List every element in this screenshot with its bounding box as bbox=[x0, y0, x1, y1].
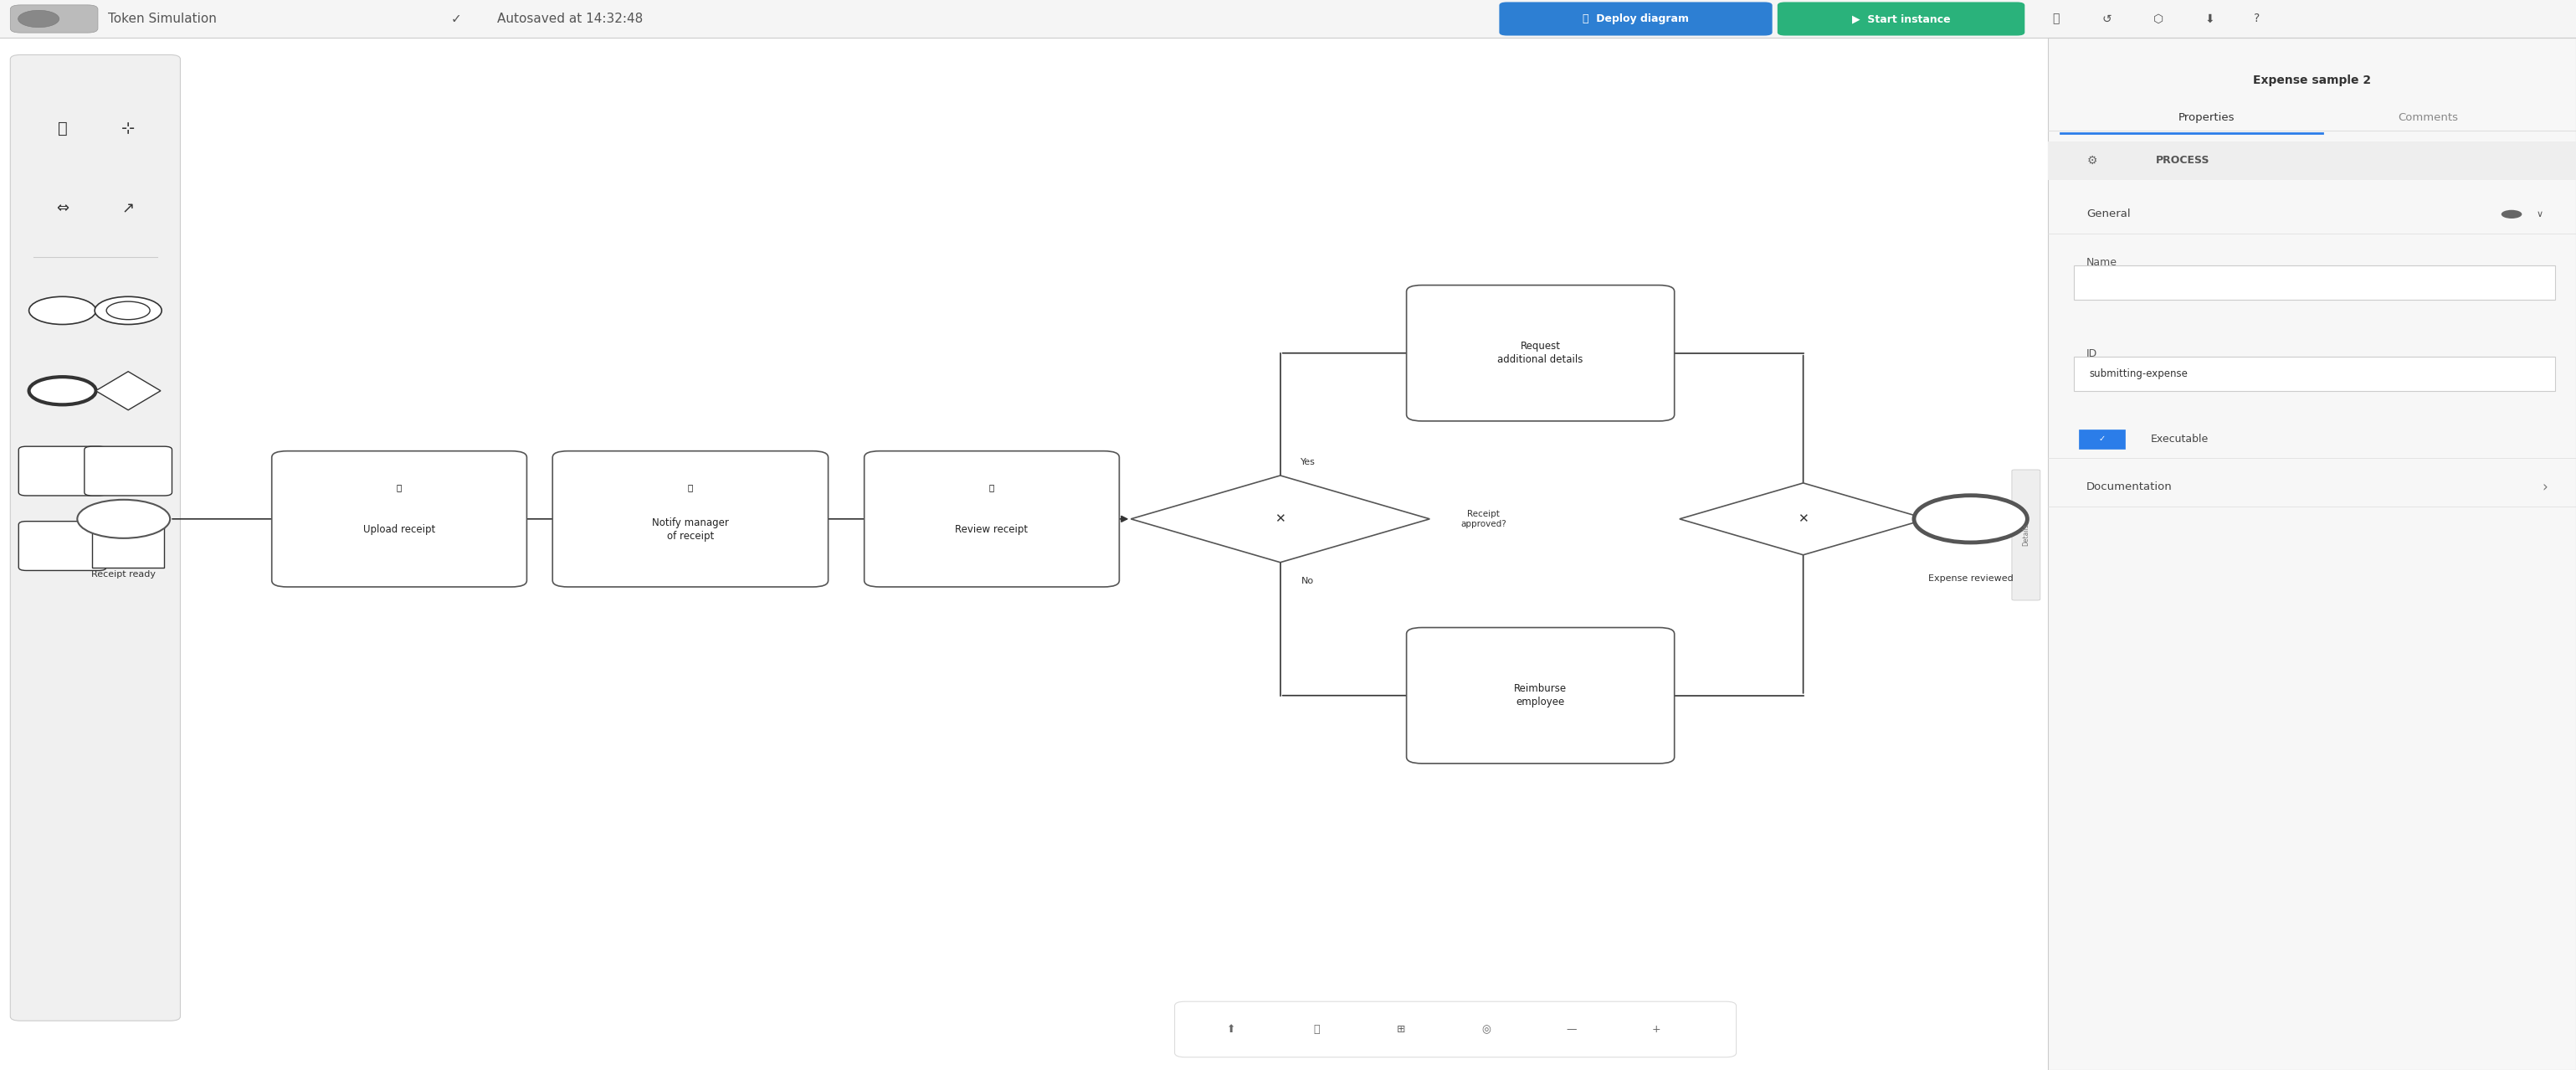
Text: ✓: ✓ bbox=[451, 13, 461, 25]
Text: Yes: Yes bbox=[1301, 458, 1316, 467]
Text: Details: Details bbox=[2022, 523, 2030, 547]
FancyBboxPatch shape bbox=[18, 521, 106, 570]
FancyBboxPatch shape bbox=[2012, 470, 2040, 600]
Text: 👤: 👤 bbox=[397, 484, 402, 491]
Text: Executable: Executable bbox=[2151, 433, 2208, 444]
Polygon shape bbox=[1680, 483, 1927, 555]
Text: Token Simulation: Token Simulation bbox=[108, 13, 216, 25]
FancyBboxPatch shape bbox=[1499, 2, 1772, 35]
Text: ⊞: ⊞ bbox=[1396, 1024, 1406, 1035]
Bar bbox=[2048, 37, 2576, 1070]
Circle shape bbox=[28, 296, 95, 324]
FancyBboxPatch shape bbox=[270, 452, 526, 586]
Text: ⇔: ⇔ bbox=[57, 201, 70, 216]
Bar bbox=[183, 37, 2035, 1070]
FancyBboxPatch shape bbox=[2074, 265, 2555, 300]
Text: ✕: ✕ bbox=[1798, 513, 1808, 525]
Text: ⚙: ⚙ bbox=[2087, 155, 2097, 167]
Text: Notify manager
of receipt: Notify manager of receipt bbox=[652, 518, 729, 541]
Text: —: — bbox=[1566, 1024, 1577, 1035]
Text: +: + bbox=[1651, 1024, 1662, 1035]
Text: ⊹: ⊹ bbox=[121, 121, 134, 137]
Text: 👥: 👥 bbox=[2053, 13, 2058, 25]
Text: Documentation: Documentation bbox=[2087, 482, 2172, 492]
Circle shape bbox=[28, 377, 95, 404]
FancyBboxPatch shape bbox=[1406, 627, 1674, 764]
Text: ID: ID bbox=[2087, 348, 2097, 358]
Text: PROCESS: PROCESS bbox=[2156, 155, 2210, 166]
Text: Review receipt: Review receipt bbox=[956, 524, 1028, 535]
FancyBboxPatch shape bbox=[93, 524, 165, 567]
Circle shape bbox=[18, 11, 59, 28]
Text: Properties: Properties bbox=[2179, 112, 2233, 123]
FancyBboxPatch shape bbox=[1777, 2, 2025, 35]
Text: Receipt
approved?: Receipt approved? bbox=[1461, 510, 1507, 528]
Text: ✓: ✓ bbox=[2099, 434, 2105, 443]
FancyBboxPatch shape bbox=[866, 452, 1118, 586]
FancyBboxPatch shape bbox=[2079, 429, 2125, 448]
Text: ∨: ∨ bbox=[2537, 210, 2543, 218]
Text: 🚀  Deploy diagram: 🚀 Deploy diagram bbox=[1582, 14, 1690, 25]
Text: ?: ? bbox=[2254, 13, 2259, 25]
Text: ›: › bbox=[2543, 479, 2548, 494]
Text: ◎: ◎ bbox=[1481, 1024, 1492, 1035]
FancyBboxPatch shape bbox=[1175, 1002, 1736, 1057]
FancyBboxPatch shape bbox=[18, 446, 106, 495]
Text: Reimburse
employee: Reimburse employee bbox=[1515, 684, 1566, 707]
Bar bbox=[0, 0, 2576, 37]
Text: 👤: 👤 bbox=[989, 484, 994, 491]
FancyBboxPatch shape bbox=[1406, 285, 1674, 421]
Text: ⬇: ⬇ bbox=[2205, 13, 2215, 25]
Circle shape bbox=[77, 500, 170, 538]
Text: Autosaved at 14:32:48: Autosaved at 14:32:48 bbox=[497, 13, 644, 25]
Text: ⬡: ⬡ bbox=[2154, 13, 2164, 25]
FancyBboxPatch shape bbox=[10, 5, 98, 33]
Text: Comments: Comments bbox=[2398, 112, 2458, 123]
FancyBboxPatch shape bbox=[2074, 356, 2555, 391]
Text: ↺: ↺ bbox=[2102, 13, 2112, 25]
FancyBboxPatch shape bbox=[10, 55, 180, 1021]
Text: ⬆: ⬆ bbox=[1226, 1024, 1236, 1035]
Text: Upload receipt: Upload receipt bbox=[363, 524, 435, 535]
FancyBboxPatch shape bbox=[554, 452, 829, 586]
Text: 👤: 👤 bbox=[688, 484, 693, 491]
Circle shape bbox=[95, 296, 162, 324]
Text: Receipt ready: Receipt ready bbox=[90, 570, 157, 579]
Polygon shape bbox=[1131, 475, 1430, 563]
Text: ✕: ✕ bbox=[1275, 513, 1285, 525]
Text: ▶  Start instance: ▶ Start instance bbox=[1852, 14, 1950, 25]
Text: ↗: ↗ bbox=[121, 201, 134, 216]
Polygon shape bbox=[95, 371, 160, 410]
Text: Request
additional details: Request additional details bbox=[1497, 341, 1584, 365]
Circle shape bbox=[106, 302, 149, 320]
Circle shape bbox=[2501, 210, 2522, 218]
Text: General: General bbox=[2087, 209, 2130, 219]
Text: Expense reviewed: Expense reviewed bbox=[1927, 575, 2014, 583]
Text: No: No bbox=[1301, 577, 1314, 585]
Text: Name: Name bbox=[2087, 257, 2117, 268]
Circle shape bbox=[1914, 495, 2027, 542]
Text: ⤢: ⤢ bbox=[1314, 1024, 1319, 1035]
Text: ✋: ✋ bbox=[57, 121, 67, 137]
Text: Expense sample 2: Expense sample 2 bbox=[2254, 75, 2370, 87]
Text: submitting-expense: submitting-expense bbox=[2089, 368, 2187, 379]
Bar bbox=[2048, 141, 2576, 180]
FancyBboxPatch shape bbox=[85, 446, 173, 495]
